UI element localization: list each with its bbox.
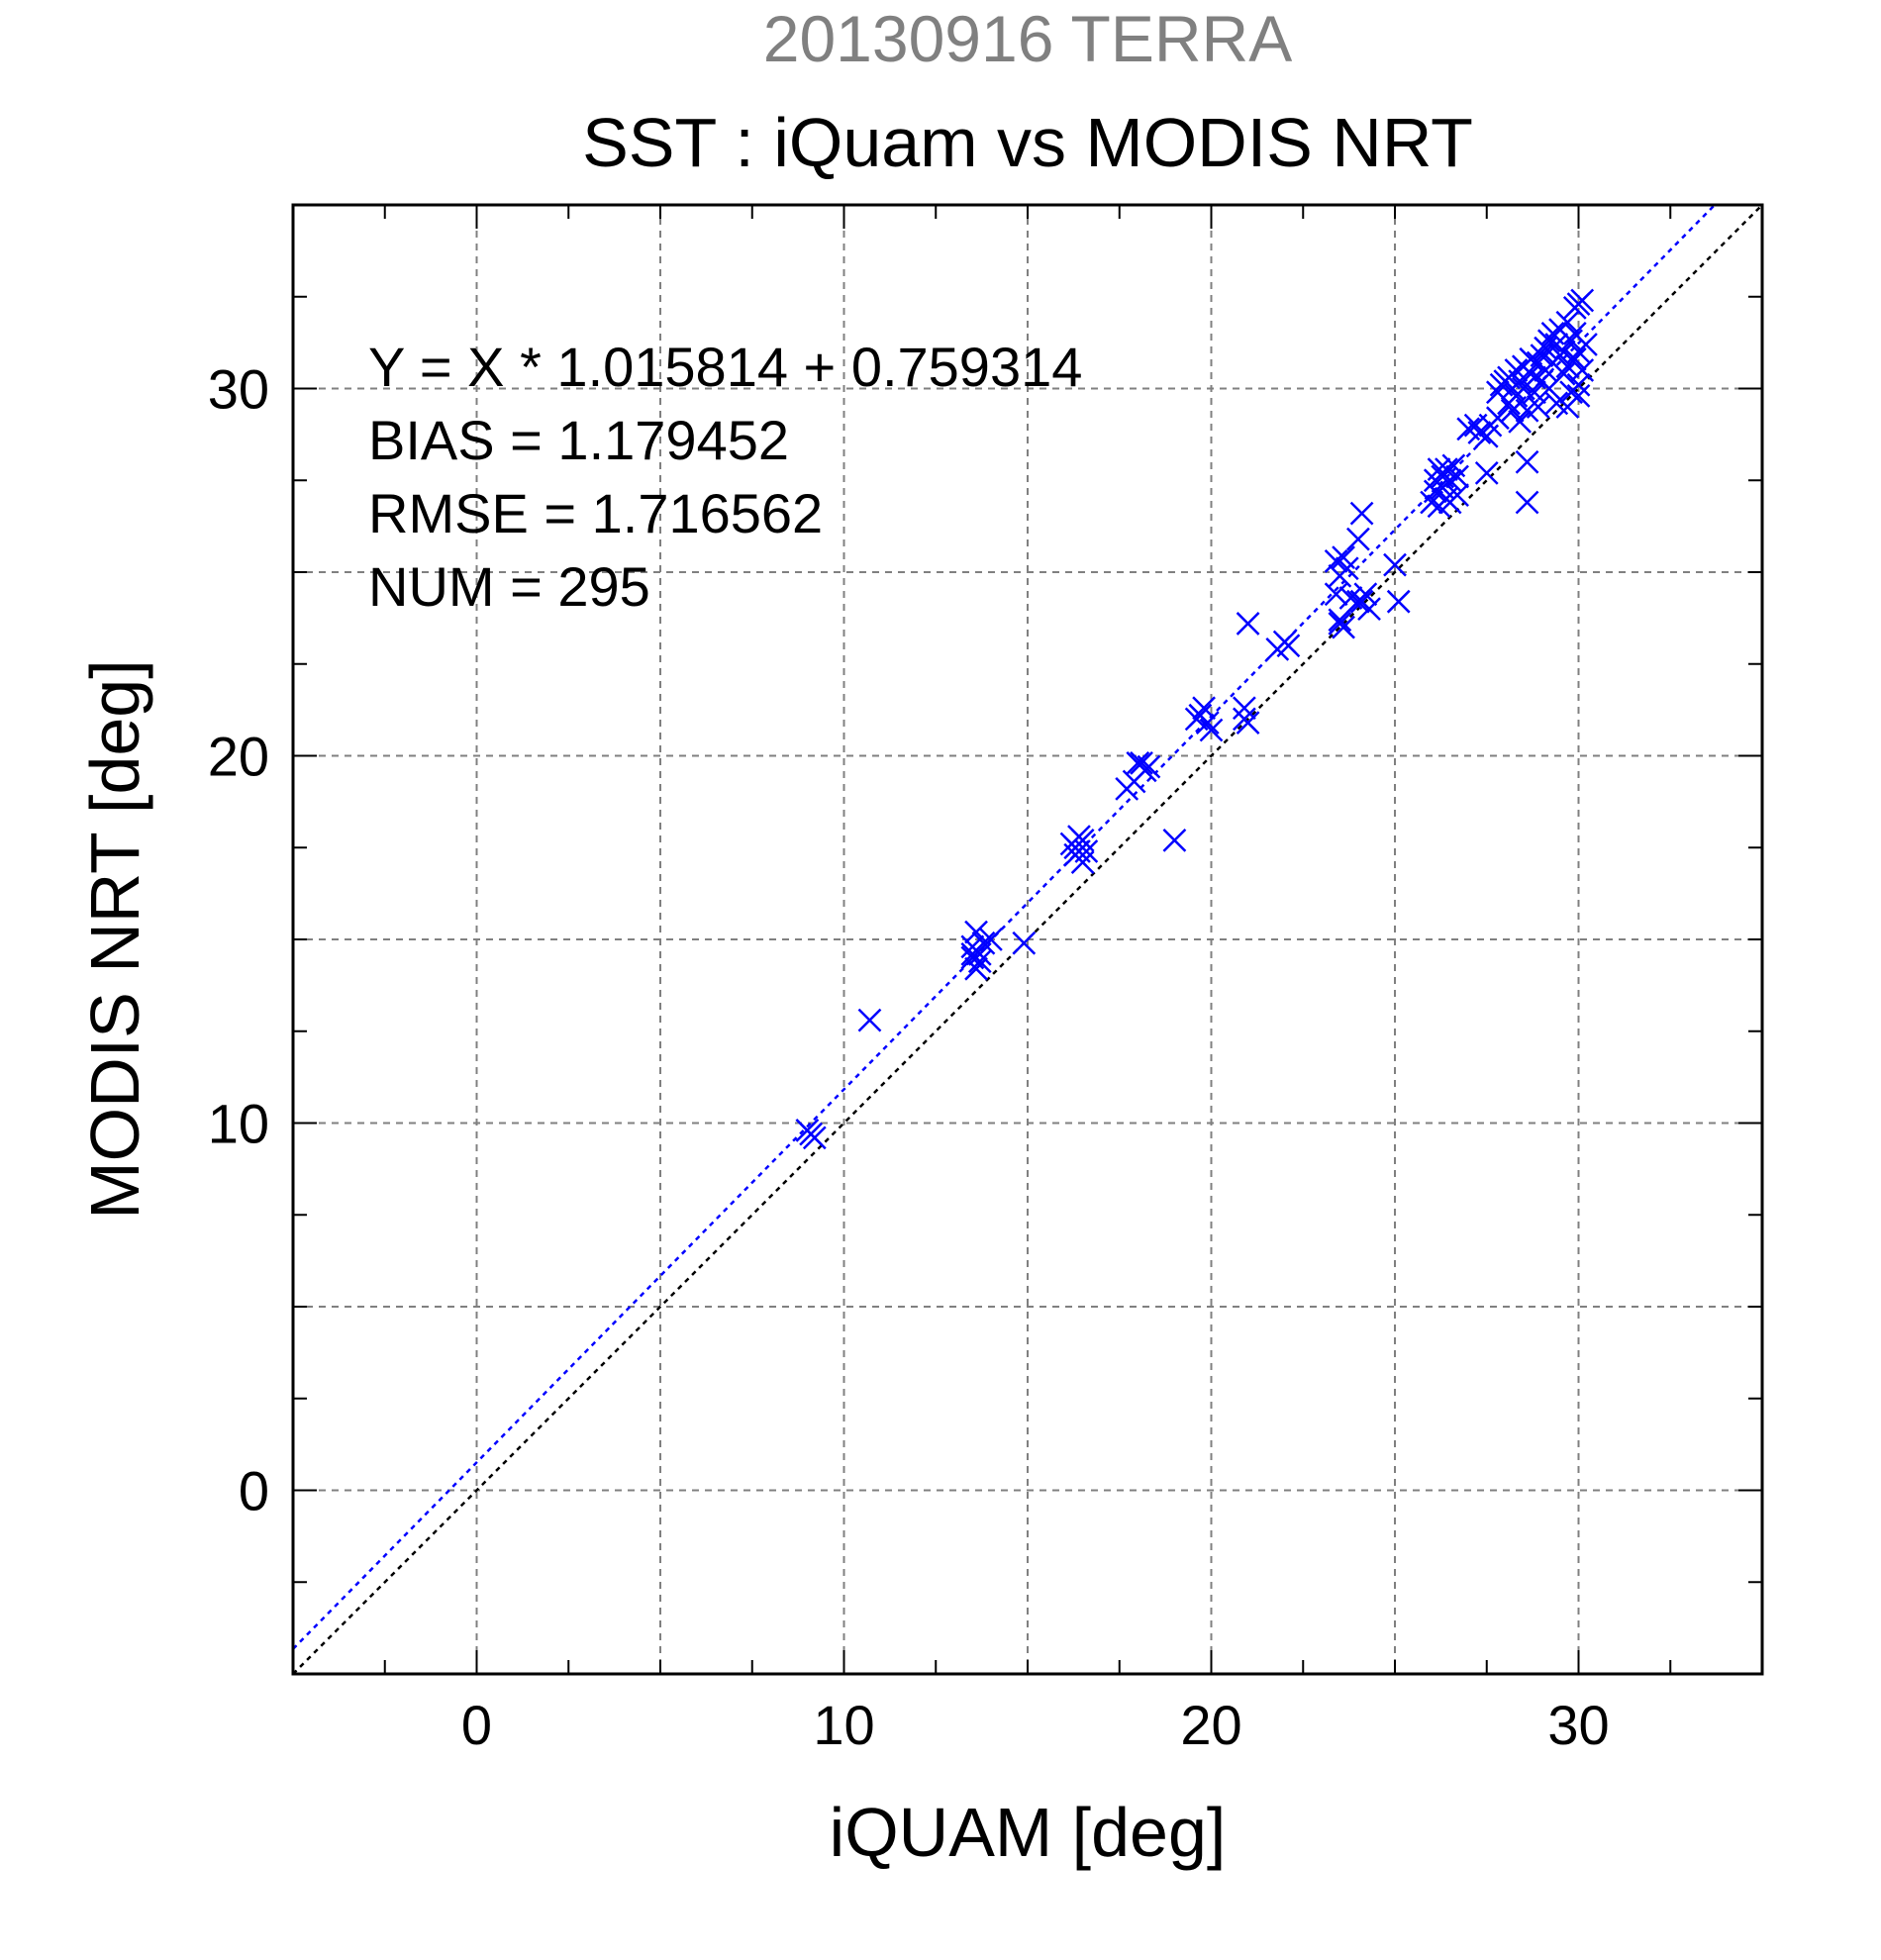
data-point [1445,464,1469,489]
data-point [1067,825,1091,849]
data-point [1485,406,1510,431]
y-tick-label: 30 [208,358,269,421]
stat-line-bias: BIAS = 1.179452 [368,409,789,471]
data-point [1515,490,1539,515]
data-point [964,956,988,981]
data-point [1474,460,1499,485]
data-point [1324,548,1348,573]
x-tick-label: 10 [813,1694,874,1756]
data-point [1236,711,1260,735]
data-point [1562,295,1587,320]
data-point [1383,552,1407,577]
data-point [1162,828,1187,852]
stat-line-equation: Y = X * 1.015814 + 0.759314 [368,336,1082,398]
y-tick-label: 20 [208,726,269,788]
data-point [964,920,988,944]
stat-line-num: NUM = 295 [368,555,650,618]
data-point [1324,582,1348,607]
data-point [1126,751,1150,775]
data-point [1074,839,1099,863]
x-tick-labels: 0 10 20 30 [461,1694,1610,1756]
data-point [1559,329,1583,353]
minor-ticks [293,205,1762,1674]
data-point [1526,395,1550,419]
y-tick-labels: 0 10 20 30 [208,358,269,1522]
data-point [857,1008,882,1032]
data-point [1523,365,1546,390]
fit-statistics: Y = X * 1.015814 + 0.759314 BIAS = 1.179… [368,336,1082,618]
data-point [1346,527,1370,551]
chart-title: 20130916 TERRA [763,2,1292,75]
data-point [1130,751,1153,775]
data-point [1467,421,1492,444]
data-point [1515,449,1539,474]
data-point [1386,589,1411,614]
x-axis-label: iQUAM [deg] [830,1794,1227,1871]
x-tick-label: 0 [461,1694,492,1756]
data-point [1188,703,1213,728]
data-point [1233,696,1256,721]
data-point [1508,369,1533,393]
data-point [1566,372,1591,397]
data-point [1427,457,1451,482]
y-axis-label: MODIS NRT [deg] [76,659,153,1219]
data-point [1335,556,1359,581]
data-points [795,288,1598,1150]
data-point [1199,718,1224,742]
x-tick-label: 20 [1180,1694,1241,1756]
data-point [1353,582,1378,607]
data-point [1574,333,1598,356]
data-point [1349,501,1374,526]
data-point [1508,410,1533,434]
data-point [1555,310,1580,335]
data-point [1276,634,1301,658]
data-point [1530,343,1554,367]
data-point [1192,696,1216,721]
data-point [979,928,1003,951]
y-tick-label: 10 [208,1093,269,1155]
data-point [1328,608,1352,633]
plot-frame [291,203,1764,1676]
y-tick-label: 0 [239,1460,269,1522]
data-point [960,941,985,966]
chart-subtitle: SST : iQuam vs MODIS NRT [582,104,1473,181]
x-tick-label: 30 [1547,1694,1609,1756]
data-point [1236,612,1260,636]
data-point [1551,361,1576,386]
data-point [1332,615,1355,639]
data-point [1555,395,1580,419]
data-point [1570,358,1595,382]
data-point [1562,346,1587,371]
data-point [802,1126,827,1150]
data-point [1423,479,1447,504]
stat-line-rmse: RMSE = 1.716562 [368,482,823,544]
data-point [1357,597,1381,621]
grid-lines [293,205,1762,1674]
data-point [1012,931,1037,955]
data-point [1437,490,1462,515]
